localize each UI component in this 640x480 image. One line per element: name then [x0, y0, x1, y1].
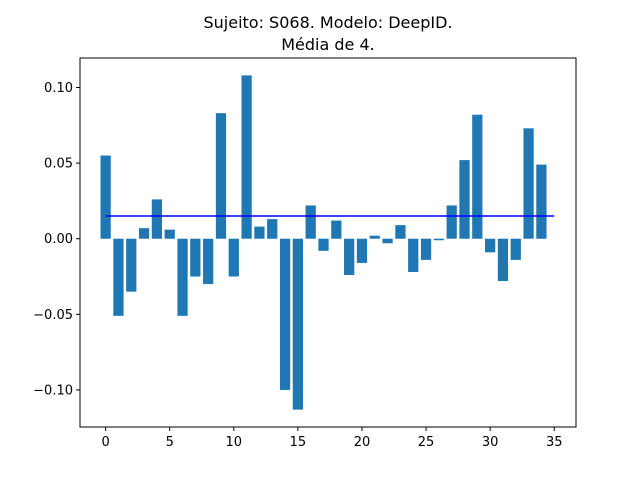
bar-27 [446, 205, 457, 239]
bar-8 [203, 238, 214, 285]
bar-4 [151, 199, 163, 239]
bar-34 [536, 164, 547, 239]
y-tick-label-4: −0.10 [33, 383, 73, 398]
bar-30 [485, 238, 496, 253]
bar-33 [523, 128, 534, 239]
bar-23 [395, 225, 406, 239]
x-tick-label-10: 10 [226, 435, 243, 450]
bar-12 [254, 226, 265, 239]
bar-21 [369, 235, 380, 239]
bar-0 [100, 155, 111, 239]
bar-1 [113, 238, 124, 316]
bar-15 [292, 238, 303, 410]
x-tick-label-5: 5 [166, 435, 174, 450]
bar-7 [190, 238, 201, 277]
bar-22 [382, 238, 393, 244]
bar-32 [510, 238, 521, 260]
y-tick-label-0: 0.10 [44, 81, 73, 96]
y-tick-label-2: 0.00 [44, 232, 73, 247]
x-tick-label-20: 20 [354, 435, 371, 450]
bar-6 [177, 238, 188, 316]
bar-28 [459, 160, 470, 239]
bar-25 [420, 238, 432, 260]
bar-18 [331, 220, 342, 239]
bar-17 [318, 238, 329, 251]
bar-11 [241, 75, 252, 239]
bar-20 [356, 238, 368, 263]
plot-area: 0 5 10 15 20 25 30 35 0.10 0.05 0.00 −0.05 −0.10 [33, 57, 577, 450]
bar-2 [126, 238, 137, 292]
bar-24 [408, 238, 419, 272]
bar-5 [164, 229, 175, 239]
bar-9 [215, 113, 227, 239]
y-tick-label-3: −0.05 [33, 308, 73, 323]
bar-31 [497, 238, 509, 282]
bar-10 [228, 238, 239, 277]
x-tick-label-35: 35 [546, 435, 563, 450]
bar-26 [433, 238, 444, 241]
bar-14 [279, 238, 291, 390]
bar-13 [267, 219, 278, 239]
bar-29 [472, 114, 483, 239]
x-tick-label-15: 15 [290, 435, 307, 450]
chart-title-line-1: Sujeito: S068. Modelo: DeepID. [203, 13, 452, 32]
axes-frame [79, 57, 577, 428]
y-tick-label-1: 0.05 [44, 157, 73, 172]
x-tick-label-0: 0 [101, 435, 109, 450]
bar-19 [344, 238, 355, 276]
x-tick-label-25: 25 [418, 435, 435, 450]
x-tick-label-30: 30 [482, 435, 499, 450]
bar-3 [138, 228, 150, 239]
bar-16 [305, 205, 316, 239]
chart-title-line-2: Média de 4. [281, 35, 375, 54]
